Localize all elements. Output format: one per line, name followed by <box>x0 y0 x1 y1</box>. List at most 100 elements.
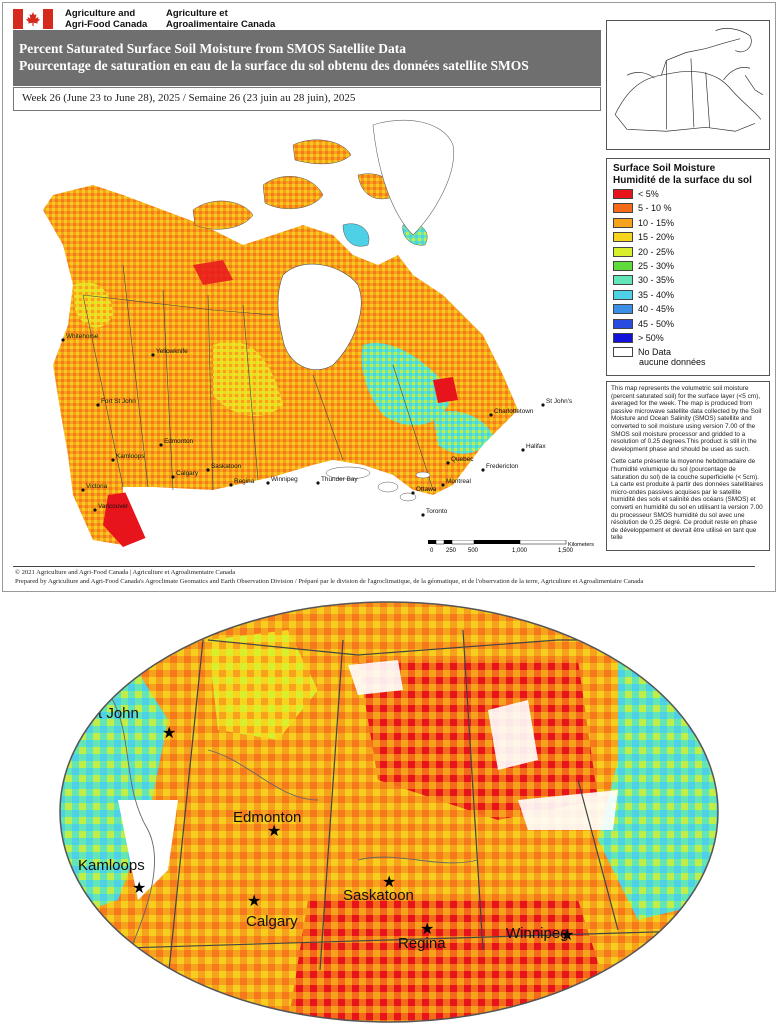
legend-swatch <box>613 318 633 329</box>
org-name-fr: Agriculture et Agroalimentaire Canada <box>166 8 276 30</box>
legend-item: < 5% <box>613 189 659 200</box>
legend-label: 5 - 10 % <box>638 203 672 214</box>
legend-swatch <box>613 189 633 199</box>
legend-label: 45 - 50% <box>638 318 675 329</box>
legend-label: 15 - 20% <box>638 232 675 243</box>
legend-item: 15 - 20% <box>613 232 674 243</box>
city-marker <box>541 403 545 407</box>
city-marker <box>93 508 97 512</box>
footer-copyright: © 2021 Agriculture and Agri-Food Canada … <box>15 569 236 576</box>
zoom-city-label: St John <box>88 705 139 722</box>
legend-item: 45 - 50% <box>613 318 675 330</box>
city-label: Quebec <box>451 456 474 463</box>
city-label: Calgary <box>176 470 199 477</box>
city-marker <box>441 483 445 487</box>
legend-item: No Data aucune données <box>613 347 706 367</box>
landmass <box>43 185 518 545</box>
title-fr: Pourcentage de saturation en eau de la s… <box>19 58 529 73</box>
city-marker <box>61 338 65 342</box>
soil-moisture-map-canada: Whitehorse Yellowknife Fort St John Edmonto… <box>43 119 573 555</box>
legend-swatch <box>613 275 633 286</box>
city-label: Fredericton <box>486 463 519 470</box>
legend-swatch <box>613 289 633 300</box>
legend-item: 40 - 45% <box>613 304 674 315</box>
legend-item: 30 - 35% <box>613 275 674 286</box>
legend-item: 20 - 25% <box>613 246 674 258</box>
city-label: Regina <box>234 478 255 485</box>
city-label: Fort St John <box>101 398 136 405</box>
legend-item: > 50% <box>613 333 664 344</box>
city-star-icon: ★ <box>132 878 146 897</box>
city-label: Thunder Bay <box>321 476 358 483</box>
city-marker <box>81 488 85 492</box>
city-marker <box>96 403 100 407</box>
city-label: St John's <box>546 398 572 405</box>
city-label: Whitehorse <box>66 333 99 340</box>
legend-swatch <box>613 333 633 343</box>
city-marker <box>229 483 233 487</box>
legend-label: 10 - 15% <box>638 217 675 228</box>
scale-bar: 0 250 500 1,000 1,500 Kilometers <box>428 540 594 554</box>
city-star-icon: ★ <box>162 723 176 742</box>
zoom-city-label: Kamloops <box>78 857 145 874</box>
zoom-city-label: Saskatoon <box>343 887 414 904</box>
legend-swatch <box>613 232 633 243</box>
legend-item: 10 - 15% <box>613 217 675 229</box>
scale-tick-0: 0 <box>430 548 434 554</box>
description-en: This map represents the volumetric soil … <box>611 385 762 453</box>
city-label: Winnipeg <box>271 476 298 483</box>
legend-label: No Data <box>638 347 672 358</box>
city-label: Charlottetown <box>494 408 534 415</box>
city-marker <box>521 448 525 452</box>
city-star-icon: ★ <box>267 821 281 840</box>
zoom-city-label: Winnipeg <box>506 925 569 942</box>
legend-item: 25 - 30% <box>613 261 674 272</box>
title-en: Percent Saturated Surface Soil Moisture … <box>19 41 406 56</box>
city-label: Ottawa <box>416 486 437 493</box>
footer-divider <box>13 566 755 567</box>
legend-label: > 50% <box>638 333 664 343</box>
city-label: Vancouver <box>98 503 129 510</box>
zoomed-prairies-map: ★St John★Edmonton★Kamloops★Calgary★Saska… <box>59 601 719 1023</box>
scale-tick-1500: 1,500 <box>558 548 574 554</box>
scale-tick-500: 500 <box>468 548 479 554</box>
city-marker <box>151 353 155 357</box>
map-description: This map represents the volumetric soil … <box>606 381 770 551</box>
city-star-icon: ★ <box>382 872 396 891</box>
city-label: Halifax <box>526 443 546 450</box>
legend-label: < 5% <box>638 189 659 199</box>
city-label: Kamloops <box>116 453 144 460</box>
title-bar: Percent Saturated Surface Soil Moisture … <box>13 30 601 86</box>
legend-label-secondary: aucune données <box>639 357 706 368</box>
city-marker <box>446 461 450 465</box>
legend-swatch <box>613 261 633 271</box>
canada-flag-icon <box>13 9 53 29</box>
city-marker <box>111 458 115 462</box>
city-label: Montreal <box>446 478 471 485</box>
week-label: Week 26 (June 23 to June 28), 2025 / Sem… <box>13 87 601 111</box>
legend-label: 40 - 45% <box>638 304 675 315</box>
scale-unit: Kilometers <box>568 542 594 548</box>
city-marker <box>266 481 270 485</box>
legend: Surface Soil Moisture Humidité de la surf… <box>606 158 770 376</box>
scale-tick-1000: 1,000 <box>512 548 528 554</box>
city-label: Yellowknife <box>156 348 188 355</box>
city-star-icon: ★ <box>560 925 574 944</box>
zoom-city-label: Edmonton <box>233 809 301 826</box>
legend-label: 25 - 30% <box>638 261 675 271</box>
city-marker <box>481 468 485 472</box>
city-star-icon: ★ <box>247 891 261 910</box>
city-label: Victoria <box>86 483 108 490</box>
legend-swatch <box>613 246 633 257</box>
map-poster: Agriculture and Agri-Food Canada Agricult… <box>2 2 776 592</box>
legend-swatch <box>613 304 633 315</box>
city-marker <box>316 481 320 485</box>
legend-title: Surface Soil Moisture Humidité de la surf… <box>613 163 752 186</box>
city-label: Saskatoon <box>211 463 242 470</box>
legend-item: 5 - 10 % <box>613 203 672 214</box>
legend-label: 35 - 40% <box>638 289 675 300</box>
legend-swatch <box>613 217 633 228</box>
city-marker <box>171 475 175 479</box>
zoom-city-label: Regina <box>398 935 446 952</box>
city-marker <box>159 443 163 447</box>
